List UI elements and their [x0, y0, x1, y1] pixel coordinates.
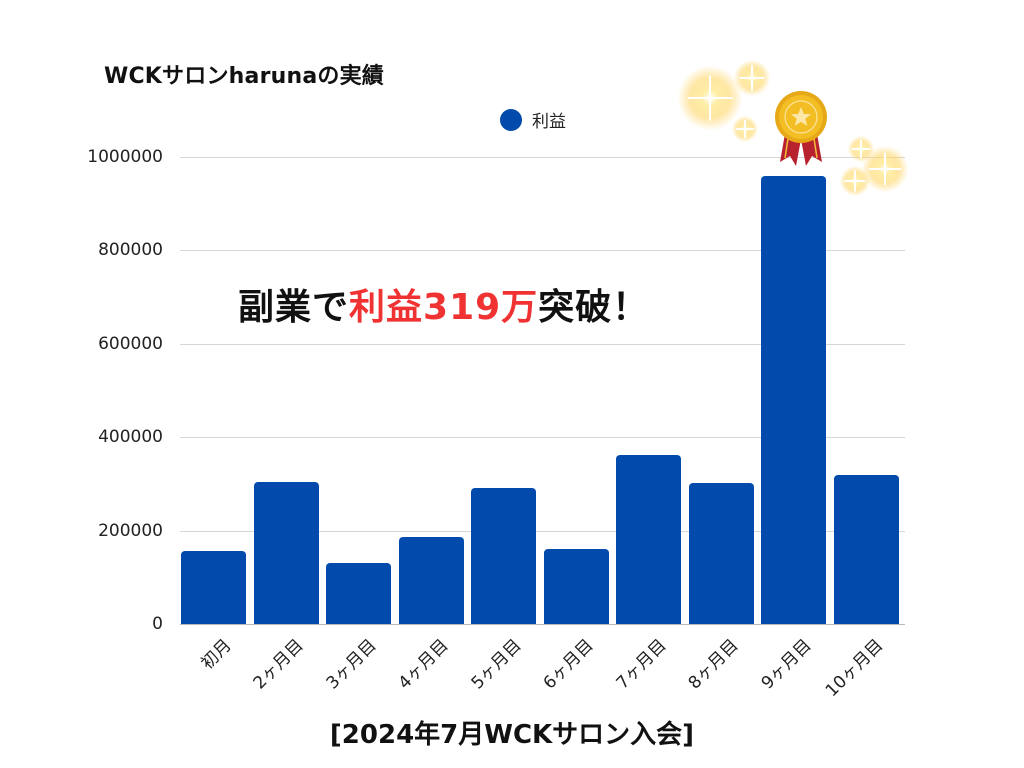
bar[interactable]	[181, 551, 246, 624]
x-tick-label: 3ヶ月目	[322, 635, 381, 694]
y-tick-label: 400000	[98, 427, 163, 448]
x-tick-label: 8ヶ月目	[684, 635, 743, 694]
x-tick-label: 5ヶ月目	[467, 635, 526, 694]
gridline	[180, 157, 905, 158]
bar[interactable]	[543, 549, 609, 624]
bar[interactable]	[616, 454, 681, 624]
gridline	[180, 530, 905, 532]
bar[interactable]	[833, 475, 899, 624]
y-tick-label: 200000	[98, 520, 163, 541]
y-tick-label: 0	[152, 614, 163, 634]
bar[interactable]	[761, 175, 826, 624]
sparkle-icon	[862, 146, 908, 192]
sparkle-icon	[678, 66, 742, 130]
y-tick-label: 800000	[98, 240, 163, 261]
x-tick-label: 7ヶ月目	[612, 635, 671, 694]
headline-highlight: 利益319万	[349, 287, 539, 328]
plot-area	[180, 157, 905, 625]
bar[interactable]	[688, 482, 754, 624]
x-tick-label: 10ヶ月目	[822, 635, 888, 702]
x-tick-label: 初月	[196, 635, 236, 674]
gridline	[180, 343, 905, 345]
gridline	[180, 437, 905, 439]
sparkle-icon	[734, 60, 770, 96]
bar[interactable]	[471, 487, 536, 624]
legend: 利益	[500, 107, 566, 132]
award-medal-icon	[775, 91, 827, 166]
x-axis-line	[180, 624, 905, 625]
x-axis-title: [2024年7月WCKサロン入会]	[329, 720, 695, 750]
y-tick-label: 600000	[98, 333, 163, 354]
x-tick-label: 6ヶ月目	[539, 635, 598, 694]
chart-title: WCKサロンharunaの実績	[104, 64, 384, 89]
x-tick-label: 9ヶ月目	[757, 635, 816, 694]
headline-annotation: 副業で利益319万突破！	[238, 278, 649, 330]
bar[interactable]	[326, 562, 391, 624]
x-tick-label: 2ヶ月目	[249, 635, 308, 694]
headline-prefix: 副業で	[238, 287, 350, 328]
x-tick-label: 4ヶ月目	[394, 635, 453, 694]
legend-dot-icon	[500, 108, 522, 131]
gridline	[180, 250, 905, 252]
headline-suffix: 突破！	[538, 287, 650, 328]
legend-label: 利益	[532, 112, 566, 132]
sparkle-icon	[732, 116, 758, 142]
bar[interactable]	[398, 536, 464, 624]
bar[interactable]	[253, 482, 319, 624]
sparkle-icon	[840, 166, 870, 196]
y-tick-label: 1000000	[87, 147, 163, 167]
